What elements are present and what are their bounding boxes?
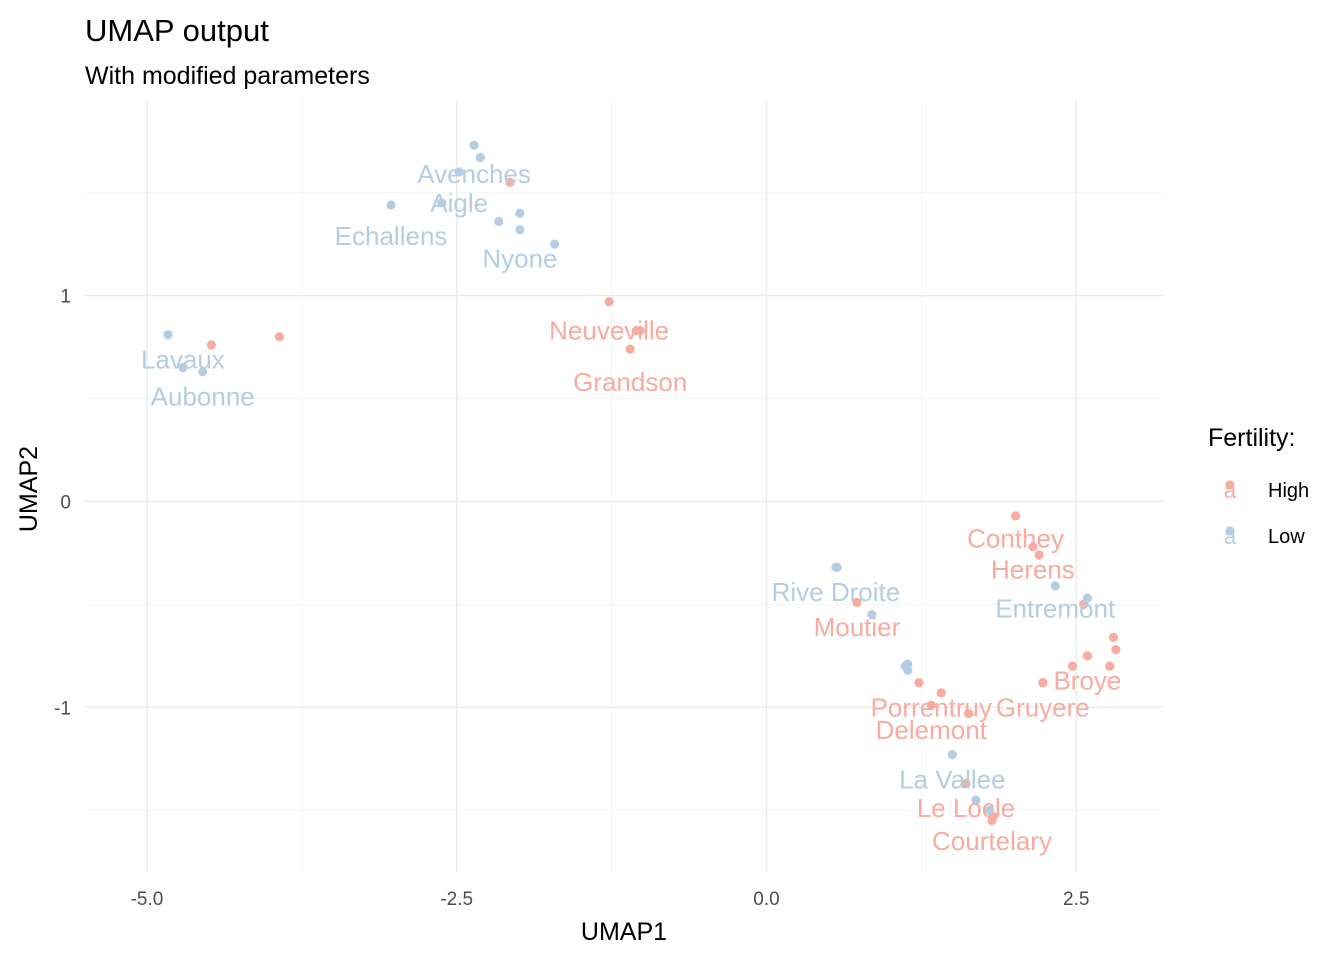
data-point-low: [494, 216, 504, 227]
legend: Fertility: a High a Low: [1208, 424, 1309, 549]
data-point-high: [987, 815, 997, 826]
legend-entry-high: a High: [1224, 478, 1309, 503]
point-label: Lavaux: [141, 344, 225, 374]
data-point-high: [914, 678, 924, 688]
data-point-low: [178, 363, 188, 373]
data-point-high: [1010, 511, 1021, 521]
point-label: Delemont: [876, 715, 988, 745]
data-points: [163, 140, 1121, 826]
data-point-high: [1082, 651, 1093, 661]
data-point-low: [454, 167, 464, 177]
point-label: Conthey: [967, 523, 1064, 553]
data-point-low: [469, 140, 479, 150]
data-point-low: [971, 795, 981, 805]
legend-key-point: [1225, 526, 1235, 536]
point-label: Nyone: [482, 244, 557, 274]
y-tick-label: -1: [54, 698, 71, 719]
point-label: Entremont: [995, 593, 1116, 623]
point-label: Neuveville: [549, 316, 669, 346]
data-point-low: [515, 225, 525, 235]
legend-key-glyph: a: [1224, 478, 1237, 503]
point-label: Avenches: [417, 159, 531, 189]
data-point-high: [936, 688, 946, 698]
data-point-high: [961, 778, 971, 789]
legend-title: Fertility:: [1208, 424, 1296, 452]
x-axis-title: UMAP1: [581, 918, 667, 946]
data-point-high: [1038, 678, 1048, 688]
axis-ticks: -5.0 -2.5 0.0 2.5 -1 0 1: [54, 287, 1089, 910]
data-point-low: [550, 239, 560, 249]
legend-key-glyph: a: [1224, 524, 1237, 549]
data-point-low: [475, 153, 485, 163]
data-point-high: [604, 297, 614, 307]
point-label: Courtelary: [932, 826, 1052, 856]
data-point-high: [274, 332, 285, 342]
point-label: Rive Droite: [772, 577, 901, 607]
y-tick-label: 0: [60, 492, 71, 513]
data-point-high: [1034, 550, 1044, 560]
point-label: Le Locle: [917, 793, 1015, 823]
x-tick-label: -2.5: [440, 889, 473, 910]
x-tick-label: -5.0: [131, 889, 164, 910]
data-point-high: [206, 340, 216, 350]
data-point-high: [1105, 661, 1115, 671]
point-label: Broye: [1053, 666, 1121, 696]
x-tick-label: 2.5: [1063, 889, 1089, 910]
gridlines: [85, 100, 1163, 872]
data-point-low: [867, 610, 877, 620]
legend-label: Low: [1268, 526, 1305, 548]
y-axis-title: UMAP2: [15, 446, 43, 532]
point-label: Gruyere: [996, 692, 1090, 722]
data-point-high: [926, 700, 936, 710]
data-point-low: [163, 330, 173, 340]
data-point-low: [198, 367, 208, 377]
point-label: Grandson: [573, 367, 687, 397]
data-point-high: [1108, 632, 1119, 642]
data-point-low: [386, 200, 396, 210]
data-point-high: [505, 177, 515, 187]
y-tick-label: 1: [60, 287, 71, 308]
data-point-low: [437, 198, 447, 208]
point-label: La Vallee: [899, 764, 1006, 794]
data-point-low: [1050, 581, 1060, 591]
data-point-high: [625, 344, 635, 354]
data-point-high: [963, 708, 974, 719]
data-point-low: [900, 661, 910, 671]
data-point-low: [832, 562, 842, 572]
data-point-low: [1082, 593, 1093, 603]
data-point-high: [852, 597, 862, 607]
data-point-high: [1067, 661, 1078, 671]
legend-key-point: [1225, 480, 1235, 490]
point-label: Porrentruy: [871, 692, 992, 722]
legend-entry-low: a Low: [1224, 524, 1305, 549]
chart-subtitle: With modified parameters: [85, 62, 370, 90]
data-point-low: [947, 750, 957, 760]
point-label: Echallens: [335, 221, 448, 251]
data-point-low: [984, 805, 995, 815]
chart-title: UMAP output: [85, 13, 269, 48]
data-point-high: [1028, 542, 1038, 552]
point-label: Moutier: [814, 612, 901, 642]
legend-label: High: [1268, 480, 1309, 502]
x-tick-label: 0.0: [753, 889, 779, 910]
data-point-high: [1111, 645, 1121, 655]
data-point-low: [515, 208, 525, 218]
data-point-high: [635, 325, 645, 336]
point-label: Aigle: [430, 188, 488, 218]
point-label: Aubonne: [151, 381, 255, 411]
point-label: Herens: [991, 554, 1075, 584]
